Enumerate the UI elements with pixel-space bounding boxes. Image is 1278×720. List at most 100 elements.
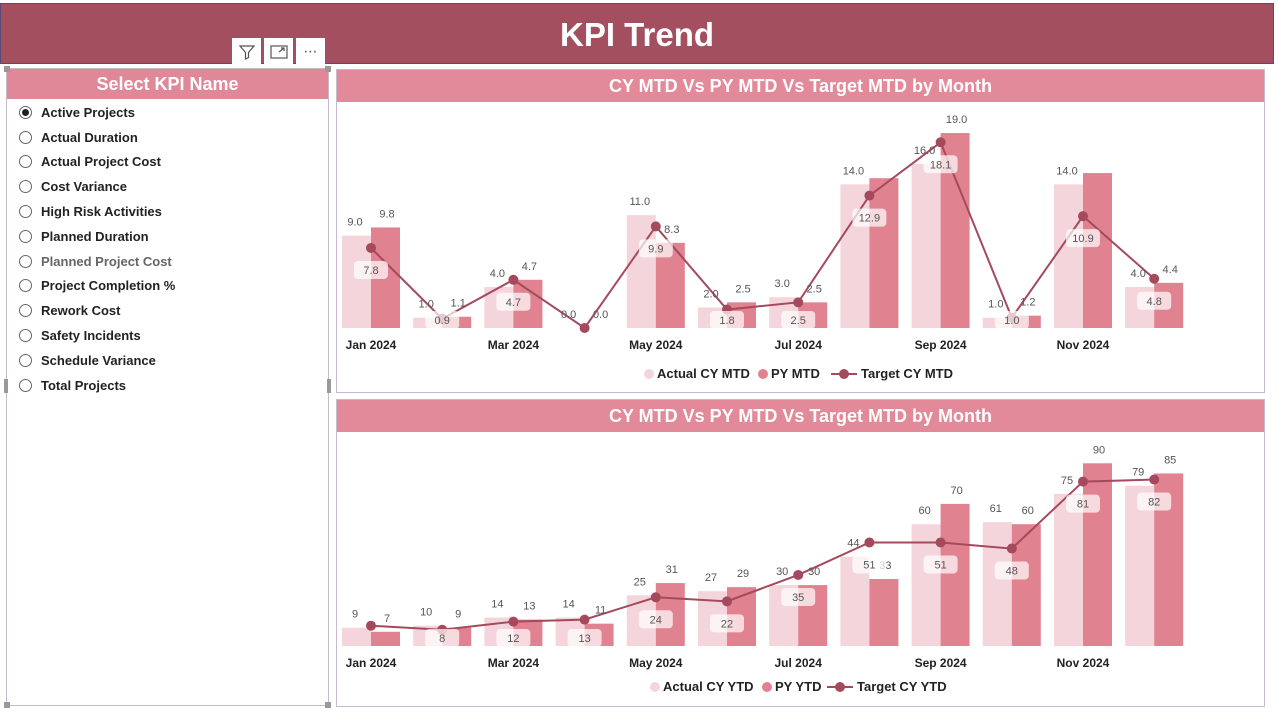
py-bar (1083, 463, 1112, 646)
target-label-box (1066, 229, 1100, 248)
focus-mode-icon[interactable] (264, 38, 293, 65)
radio-button[interactable] (19, 353, 32, 367)
actual-data-label: 3.0 (775, 278, 790, 290)
page-header: KPI Trend (0, 3, 1274, 64)
radio-button[interactable] (19, 130, 32, 144)
kpi-option[interactable]: Active Projects (7, 100, 328, 125)
target-data-label: 4.7 (506, 297, 521, 309)
kpi-option[interactable]: High Risk Activities (7, 199, 328, 224)
radio-button[interactable] (19, 205, 32, 219)
target-data-label: 48 (1006, 566, 1018, 578)
target-label-box (852, 208, 887, 227)
filter-icon[interactable] (232, 38, 261, 65)
target-label-box (994, 311, 1029, 329)
kpi-option[interactable]: Schedule Variance (7, 348, 328, 373)
target-point (579, 614, 590, 625)
target-point (366, 242, 376, 253)
py-data-label: 19.0 (946, 114, 967, 126)
radio-button[interactable] (19, 378, 32, 392)
target-label-box (923, 555, 958, 574)
kpi-option[interactable]: Planned Duration (7, 224, 328, 249)
legend-py-marker (758, 369, 768, 379)
target-label-box (710, 614, 744, 633)
target-point (1078, 476, 1088, 487)
resize-handle[interactable] (325, 702, 331, 708)
actual-data-label: 11.0 (630, 196, 651, 208)
actual-data-label: 4.0 (490, 268, 505, 280)
actual-data-label: 79 (1132, 467, 1144, 479)
radio-button[interactable] (19, 254, 32, 268)
radio-button[interactable] (19, 105, 32, 119)
radio-button[interactable] (19, 229, 32, 243)
actual-data-label: 10 (420, 607, 432, 619)
target-point (793, 297, 804, 308)
kpi-option[interactable]: Project Completion % (7, 274, 328, 299)
x-axis-tick-label: May 2024 (629, 338, 683, 352)
resize-handle[interactable] (327, 379, 331, 393)
target-point (935, 537, 946, 548)
kpi-option[interactable]: Total Projects (7, 373, 328, 398)
radio-button[interactable] (19, 304, 32, 318)
actual-bar (840, 184, 870, 328)
target-point (1078, 211, 1088, 222)
py-bar (869, 579, 899, 646)
kpi-option-label: Schedule Variance (41, 352, 156, 368)
x-axis-tick-label: Jul 2024 (775, 656, 823, 670)
py-data-label: 9 (455, 609, 461, 621)
target-label-box (496, 292, 531, 311)
legend-target-label: Target CY YTD (857, 679, 947, 694)
actual-bar (1054, 184, 1083, 328)
kpi-option[interactable]: Planned Project Cost (7, 249, 328, 274)
target-data-label: 7.8 (363, 265, 378, 277)
kpi-option-label: Safety Incidents (41, 328, 141, 344)
kpi-option-label: Actual Duration (41, 129, 138, 145)
kpi-option-label: Total Projects (41, 377, 127, 393)
target-label-box (852, 555, 887, 574)
radio-button[interactable] (19, 329, 32, 343)
target-data-label: 8 (439, 633, 445, 645)
py-data-label: 31 (666, 564, 678, 576)
actual-data-label: 61 (990, 503, 1002, 515)
x-axis-tick-label: Jan 2024 (346, 338, 397, 352)
actual-data-label: 16.0 (914, 145, 935, 157)
ytd-chart-panel: CY MTD Vs PY MTD Vs Target MTD by Month … (336, 399, 1265, 707)
actual-data-label: 25 (634, 576, 646, 588)
target-label-box (710, 311, 744, 329)
actual-data-label: 14.0 (1056, 165, 1077, 177)
actual-bar (342, 235, 371, 328)
target-data-label: 22 (721, 618, 733, 630)
actual-data-label: 14.0 (843, 165, 864, 177)
mtd-chart-panel: CY MTD Vs PY MTD Vs Target MTD by Month … (336, 69, 1265, 393)
target-data-label: 35 (792, 592, 804, 604)
resize-handle[interactable] (4, 702, 10, 708)
resize-handle[interactable] (4, 66, 10, 72)
kpi-option-label: Planned Project Cost (41, 253, 172, 269)
x-axis-tick-label: Nov 2024 (1057, 338, 1110, 352)
target-point (650, 592, 661, 603)
target-label-box (781, 311, 816, 329)
kpi-option[interactable]: Actual Project Cost (7, 150, 328, 175)
target-label-box (994, 561, 1029, 580)
target-label-box (781, 587, 816, 606)
resize-handle[interactable] (325, 66, 331, 72)
py-data-label: 0.0 (593, 309, 608, 321)
py-data-label: 85 (1164, 454, 1176, 466)
resize-handle[interactable] (4, 379, 8, 393)
kpi-option[interactable]: Cost Variance (7, 174, 328, 199)
legend-target-marker (839, 369, 849, 379)
target-data-label: 1.8 (719, 315, 734, 327)
radio-button[interactable] (19, 180, 32, 194)
target-line (370, 478, 1155, 631)
target-point (1149, 273, 1160, 284)
kpi-option[interactable]: Actual Duration (7, 125, 328, 150)
radio-button[interactable] (19, 279, 32, 293)
target-data-label: 13 (578, 633, 590, 645)
kpi-option[interactable]: Safety Incidents (7, 323, 328, 348)
radio-button[interactable] (19, 155, 32, 169)
target-point (793, 569, 804, 580)
kpi-option-label: High Risk Activities (41, 204, 162, 220)
kpi-option-label: Project Completion % (41, 278, 176, 294)
actual-data-label: 1.0 (419, 299, 434, 311)
kpi-option[interactable]: Rework Cost (7, 298, 328, 323)
more-options-icon[interactable]: ⋯ (296, 38, 325, 65)
